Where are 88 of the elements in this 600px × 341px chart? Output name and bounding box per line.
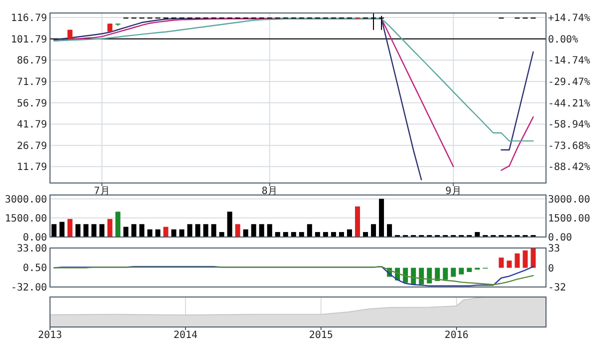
bar [339,232,344,237]
x-tick-label: 2013 [38,330,62,341]
bar [163,226,168,237]
bar [267,224,272,237]
bar [442,268,448,280]
bar [323,232,328,237]
y2-tick-label: -88.42% [548,162,590,174]
bar [107,218,112,237]
y-tick-label: -32.00 [10,282,47,294]
y2-tick-label: -73.68% [548,140,590,152]
bar [155,229,160,237]
bar [370,224,376,237]
y-tick-label: 33.00 [16,244,47,254]
bar [506,260,512,268]
x-tick-label: 2014 [173,330,198,341]
y2-tick-label: -32 [548,282,566,294]
y-tick-label: 86.79 [16,56,47,67]
bar [131,224,136,237]
bar [99,224,104,237]
bar [530,248,536,268]
bar [171,229,176,237]
y-tick-label: 101.79 [10,34,47,46]
bar [386,224,392,237]
bar [362,232,368,237]
y-tick-label: 1500.00 [4,213,47,224]
y-tick-label: 26.79 [16,140,47,152]
y-tick-label: 116.79 [10,13,47,24]
bar [227,212,232,237]
bar [211,224,216,237]
y2-tick-label: 33 [548,244,560,254]
bar [315,232,320,237]
bar [474,232,480,237]
bar [275,232,280,237]
bar [195,224,200,237]
bar [123,226,128,237]
bar [259,224,264,237]
bar [418,268,424,285]
line-series [53,18,534,142]
bar [426,268,432,284]
bar [251,224,256,237]
y2-tick-label: 1500.00 [548,213,590,224]
y2-tick-label: 3000.00 [548,194,590,206]
bar [331,232,336,237]
y2-tick-label: +14.74% [548,13,590,24]
y2-tick-label: 0 [548,263,554,274]
bar [378,198,384,237]
bar [355,206,360,237]
y2-tick-label: 0.00% [548,34,578,46]
bar [203,224,208,237]
y-tick-label: 56.79 [16,98,47,110]
x-tick-label: 2015 [308,330,334,341]
bar [243,229,248,237]
bar [147,229,152,237]
bar [291,232,296,237]
bar [219,232,224,237]
bar [522,250,528,268]
y2-tick-label: -58.94% [548,120,590,131]
bar [347,229,352,237]
bar [466,268,472,272]
y2-tick-label: -14.74% [548,56,590,67]
y2-tick-label: 0.00 [548,232,572,244]
bar [139,224,144,237]
x-tick-label: 2016 [444,330,469,341]
bar [307,224,312,237]
bar [75,224,80,237]
bar [235,224,240,237]
y-tick-label: 41.79 [16,120,47,131]
bar [498,258,504,268]
bar [115,212,120,237]
y-tick-label: 0.00 [22,232,47,244]
y-tick-label: 3000.00 [4,194,47,206]
bar [83,224,88,237]
y2-tick-label: -44.21% [548,98,590,110]
bar [179,229,184,237]
bar [67,218,72,237]
y-tick-label: 0.50 [22,263,47,274]
bar [450,268,456,277]
bar [514,253,520,268]
y-tick-label: 11.79 [16,162,47,174]
bar [51,224,56,237]
bar [91,224,96,237]
y2-tick-label: -29.47% [548,76,590,88]
bar [299,232,304,237]
y-tick-label: 71.79 [16,76,47,88]
bar [187,224,192,237]
bar [283,232,288,237]
bar [59,222,64,237]
bar [458,268,464,274]
